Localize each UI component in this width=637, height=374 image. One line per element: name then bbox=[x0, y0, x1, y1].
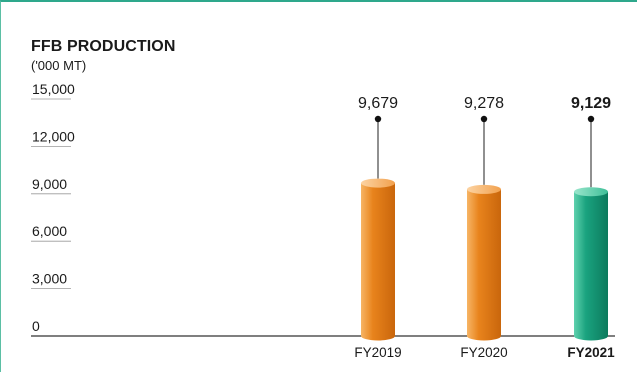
chart-title: FFB PRODUCTION bbox=[31, 38, 176, 55]
value-label: 9,278 bbox=[464, 95, 504, 112]
chart-unit-label: ('000 MT) bbox=[31, 58, 87, 73]
bar-fy2021 bbox=[574, 191, 608, 341]
y-tick-label: 9,000 bbox=[32, 176, 67, 192]
y-tick-label: 0 bbox=[32, 318, 40, 334]
category-label: FY2019 bbox=[354, 345, 401, 360]
bar-fy2019 bbox=[361, 183, 395, 341]
leader-dot bbox=[587, 115, 595, 123]
y-axis-ticks: 0 3,000 6,000 9,000 12,000 15,000 bbox=[31, 81, 75, 334]
bar-top-cap bbox=[574, 187, 608, 197]
value-label: 9,679 bbox=[358, 95, 398, 112]
leader-dot bbox=[374, 115, 382, 123]
bar-top-cap bbox=[361, 178, 395, 188]
y-tick-label: 12,000 bbox=[32, 128, 75, 144]
bar-fy2020 bbox=[467, 189, 501, 341]
y-tick-label: 6,000 bbox=[32, 223, 67, 239]
value-label: 9,129 bbox=[571, 95, 611, 112]
category-label: FY2020 bbox=[460, 345, 507, 360]
y-tick-label: 3,000 bbox=[32, 271, 67, 287]
bar-top-cap bbox=[467, 184, 501, 194]
y-tick-label: 15,000 bbox=[32, 81, 75, 97]
bars-group: 9,679 FY2019 9,278 FY2020 9,129 FY2021 bbox=[354, 95, 615, 360]
leader-dot bbox=[480, 115, 488, 123]
category-label: FY2021 bbox=[567, 345, 615, 360]
